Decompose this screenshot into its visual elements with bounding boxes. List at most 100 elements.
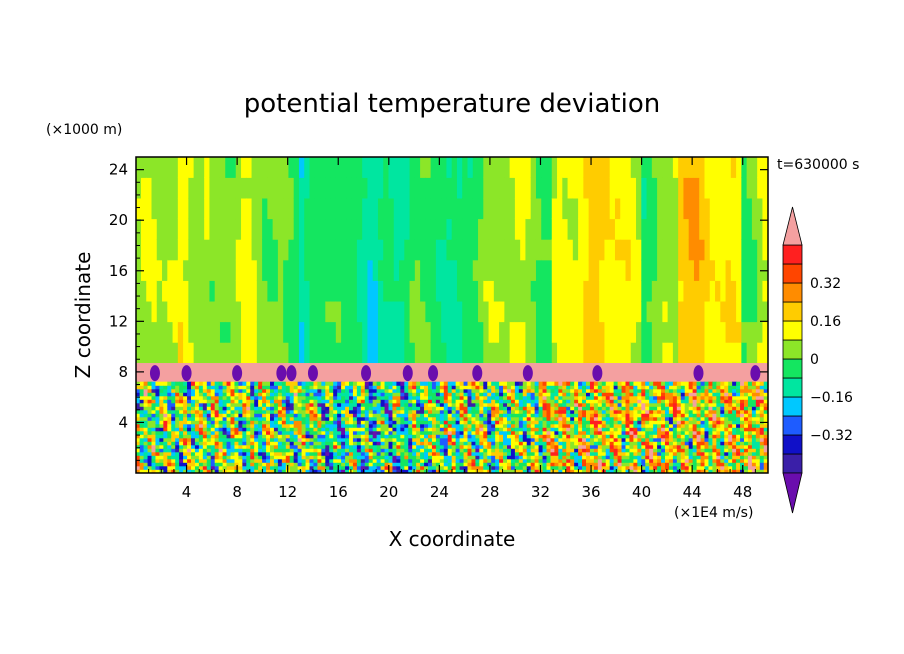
field-cell — [188, 218, 195, 240]
field-cell — [621, 434, 627, 439]
field-cell — [187, 381, 192, 386]
field-cell — [360, 392, 366, 397]
field-cell — [210, 416, 216, 421]
field-cell — [463, 392, 469, 397]
field-cell — [633, 399, 638, 404]
field-cell — [206, 399, 212, 404]
field-cell — [183, 197, 189, 220]
field-cell — [399, 218, 405, 240]
field-cell — [352, 427, 358, 432]
field-cell — [317, 392, 322, 397]
field-cell — [254, 455, 259, 460]
field-cell — [204, 342, 211, 364]
field-cell — [558, 406, 563, 411]
field-cell — [198, 177, 205, 199]
field-cell — [443, 451, 449, 456]
field-cell — [696, 430, 702, 435]
field-cell — [266, 402, 271, 407]
field-cell — [408, 402, 413, 407]
field-cell — [757, 342, 764, 364]
field-cell — [301, 402, 307, 407]
field-cell — [614, 300, 621, 323]
field-cell — [636, 300, 642, 323]
field-cell — [550, 409, 555, 414]
field-cell — [447, 409, 453, 414]
field-cell — [688, 448, 694, 453]
field-cell — [325, 465, 330, 470]
field-cell — [143, 416, 149, 421]
field-cell — [530, 416, 536, 421]
field-cell — [692, 409, 698, 414]
field-cell — [412, 409, 417, 414]
field-cell — [372, 427, 378, 432]
field-cell — [597, 399, 603, 404]
field-cell — [483, 402, 488, 407]
field-cell — [535, 218, 542, 240]
field-cell — [409, 300, 416, 323]
field-cell — [472, 157, 479, 178]
field-cell — [546, 218, 553, 240]
field-cell — [210, 469, 216, 473]
field-cell — [151, 259, 158, 281]
field-cell — [191, 381, 196, 386]
field-cell — [258, 469, 263, 473]
field-cell — [172, 321, 179, 343]
field-cell — [329, 465, 334, 470]
field-cell — [447, 448, 453, 453]
field-cell — [651, 239, 658, 261]
field-cell — [709, 218, 716, 240]
field-cell — [321, 416, 326, 421]
field-cell — [683, 259, 690, 281]
field-cell — [139, 469, 145, 473]
field-cell — [352, 465, 358, 470]
field-cell — [187, 388, 192, 393]
field-cell — [462, 321, 469, 343]
field-cell — [346, 259, 353, 281]
field-cell — [661, 448, 666, 453]
field-cell — [667, 157, 674, 178]
field-cell — [194, 444, 200, 449]
field-cell — [376, 448, 382, 453]
field-cell — [183, 399, 188, 404]
field-cell — [472, 300, 479, 323]
field-cell — [667, 239, 674, 261]
field-cell — [293, 413, 299, 418]
field-cell — [625, 177, 632, 199]
field-cell — [384, 385, 390, 390]
field-cell — [404, 441, 409, 446]
field-cell — [242, 399, 247, 404]
field-cell — [139, 399, 145, 404]
field-cell — [416, 451, 421, 456]
field-cell — [222, 462, 228, 467]
field-cell — [636, 342, 642, 364]
field-cell — [439, 448, 445, 453]
field-cell — [267, 177, 274, 199]
field-cell — [193, 239, 200, 261]
field-cell — [637, 395, 642, 400]
field-cell — [246, 465, 251, 470]
field-cell — [431, 434, 437, 439]
field-cell — [238, 444, 243, 449]
field-cell — [649, 469, 654, 473]
field-cell — [487, 462, 492, 467]
field-cell — [400, 420, 405, 425]
field-cell — [151, 420, 157, 425]
field-cell — [525, 280, 532, 302]
field-cell — [554, 420, 559, 425]
field-cell — [589, 437, 595, 442]
field-cell — [262, 381, 267, 386]
field-cell — [443, 437, 449, 442]
field-cell — [372, 451, 378, 456]
field-cell — [143, 441, 149, 446]
field-cell — [451, 259, 458, 281]
field-cell — [499, 392, 504, 397]
field-cell — [645, 437, 650, 442]
field-cell — [230, 437, 236, 442]
field-cell — [335, 300, 342, 323]
field-cell — [601, 406, 607, 411]
field-cell — [139, 441, 145, 446]
field-cell — [139, 458, 145, 463]
field-cell — [285, 381, 291, 386]
field-cell — [688, 462, 694, 467]
field-cell — [320, 321, 326, 343]
